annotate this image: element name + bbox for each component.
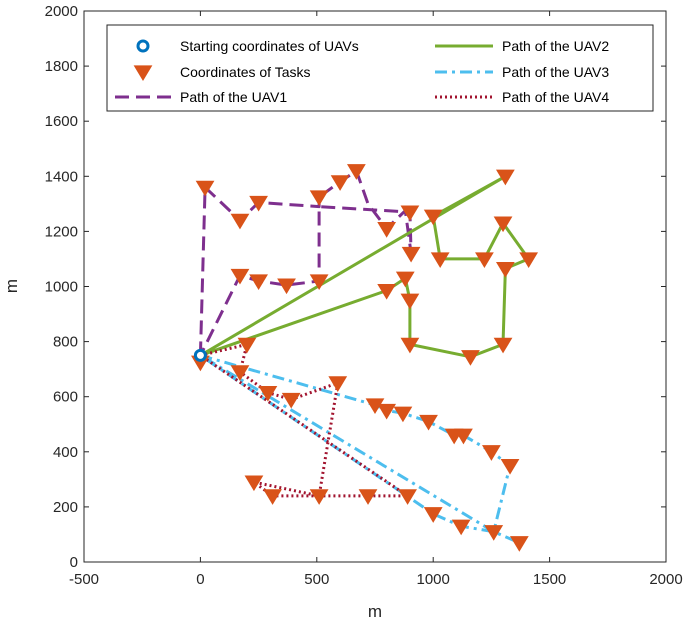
legend-task-symbol	[133, 65, 153, 82]
task-marker-15	[430, 252, 450, 268]
x-axis-label: m	[368, 602, 382, 621]
task-marker-4	[309, 190, 329, 207]
task-marker-41	[244, 475, 264, 492]
task-marker-7	[377, 222, 397, 238]
task-marker-30	[258, 385, 278, 402]
legend-box	[106, 24, 654, 112]
task-marker-17	[493, 216, 513, 233]
task-marker-49	[509, 536, 529, 552]
task-marker-26	[493, 337, 513, 354]
axis-ticks: -500 0 500 1000 1500 200002004006008001000120…	[45, 3, 683, 588]
task-marker-8	[400, 205, 420, 222]
task-marker-12	[277, 278, 296, 295]
y-tick-label: 0	[70, 554, 78, 571]
y-tick-label: 1000	[45, 279, 78, 296]
task-marker-48	[484, 525, 504, 541]
y-tick-label: 1600	[45, 113, 78, 130]
task-marker-29	[230, 365, 250, 381]
legend-label-coordinates-of-tasks: Coordinates of Tasks	[180, 64, 310, 80]
y-tick-label: 1400	[45, 168, 78, 185]
task-marker-19	[519, 252, 539, 268]
task-marker-35	[393, 406, 413, 423]
task-marker-5	[330, 175, 350, 191]
task-marker-13	[309, 274, 329, 291]
start-marker	[193, 348, 207, 362]
y-tick-label: 1800	[45, 58, 78, 75]
y-axis-label: m	[2, 279, 21, 293]
task-marker-31	[281, 392, 301, 409]
legend-entries: Starting coordinates of UAVs Coordinates …	[115, 38, 609, 105]
task-marker-6	[346, 164, 366, 180]
task-marker-11	[249, 274, 268, 291]
task-marker-9	[401, 246, 421, 263]
task-marker-20	[495, 169, 515, 186]
task-marker-28	[237, 337, 257, 354]
task-marker-45	[398, 489, 417, 505]
task-marker-16	[475, 252, 494, 268]
x-tick-label: 500	[304, 571, 329, 588]
task-marker-36	[419, 414, 438, 431]
legend-label-path-of-the-uav4: Path of the UAV4	[502, 89, 609, 105]
legend-label-starting-coordinates-of-uavs: Starting coordinates of UAVs	[180, 38, 359, 54]
task-marker-40	[500, 458, 520, 475]
task-marker-21	[377, 284, 397, 300]
task-marker-42	[263, 489, 282, 505]
legend: Starting coordinates of UAVs Coordinates …	[106, 24, 654, 112]
task-marker-38	[454, 428, 473, 445]
task-marker-25	[461, 350, 480, 366]
task-marker-2	[230, 213, 250, 230]
legend-start-symbol	[136, 39, 150, 53]
task-marker-39	[482, 445, 501, 461]
task-marker-14	[423, 209, 443, 226]
task-marker-44	[358, 489, 378, 505]
legend-label-path-of-the-uav2: Path of the UAV2	[502, 38, 609, 54]
y-tick-label: 400	[53, 444, 78, 461]
task-marker-3	[249, 195, 268, 212]
x-tick-label: 1500	[533, 571, 566, 588]
task-marker-24	[400, 337, 420, 354]
task-marker-46	[423, 507, 443, 523]
x-tick-label: 1000	[417, 571, 450, 588]
x-tick-label: 0	[196, 571, 204, 588]
task-marker-23	[400, 293, 420, 310]
task-marker-43	[309, 489, 329, 505]
task-marker-10	[230, 268, 250, 285]
y-tick-label: 200	[53, 499, 78, 516]
y-tick-label: 800	[53, 334, 78, 351]
legend-label-path-of-the-uav1: Path of the UAV1	[180, 89, 287, 105]
task-marker-22	[395, 271, 415, 288]
task-marker-32	[328, 376, 348, 392]
y-tick-label: 1200	[45, 223, 78, 240]
y-tick-label: 2000	[45, 3, 78, 20]
x-tick-label: 2000	[649, 571, 682, 588]
task-marker-47	[451, 519, 471, 536]
legend-label-path-of-the-uav3: Path of the UAV3	[502, 64, 609, 80]
x-tick-label: -500	[69, 571, 99, 588]
task-marker-1	[195, 180, 215, 197]
task-marker-18	[495, 261, 515, 278]
markers	[191, 164, 539, 552]
task-marker-34	[377, 403, 397, 420]
y-tick-label: 600	[53, 389, 78, 406]
